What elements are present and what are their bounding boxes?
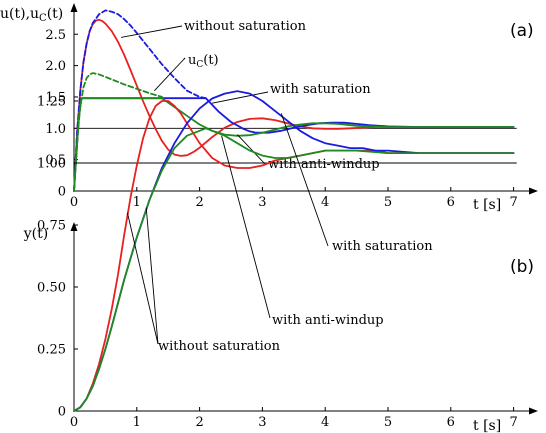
series-antiwindup_uc (73, 72, 163, 192)
series-without (73, 100, 515, 412)
series-without (73, 18, 515, 192)
series-with_u (73, 97, 515, 192)
x-tick-label: 7 (509, 415, 517, 430)
y-tick-label: 1.5 (45, 90, 66, 105)
y-tick-label: 0.5 (45, 153, 66, 168)
leader-antiwindup (236, 134, 266, 165)
panel-label: (b) (510, 257, 534, 277)
leader-uc-blue (183, 57, 186, 60)
y-tick-label: 2.5 (45, 28, 66, 43)
label-anti-windup: with anti-windup (272, 313, 384, 328)
x-tick-label: 7 (509, 195, 517, 210)
leader-without-red (126, 212, 159, 345)
label-without-saturation: without saturation (184, 19, 307, 34)
chart-panel-a: 0 1 2 3 4 5 6 7 0 0.5 1.0 1.5 2.0 2.5 u(t),uC(t) t [s] (… (0, 3, 538, 213)
y-tick-label: 0.50 (37, 281, 66, 296)
series-antiwindup (73, 127, 515, 412)
leader-with (280, 113, 329, 247)
y-tick-label: 1.00 (37, 157, 66, 172)
y-axis-title: y(t) (23, 226, 48, 242)
series-with (73, 90, 515, 412)
x-tick-label: 0 (70, 195, 78, 210)
x-tick-label: 1 (133, 415, 141, 430)
x-tick-label: 5 (384, 415, 392, 430)
y-tick-label: 1.0 (45, 122, 66, 137)
y-axis-arrow (70, 222, 78, 231)
leader-without (121, 25, 183, 38)
y-tick-label: 0.75 (37, 219, 66, 234)
x-tick-label: 4 (321, 195, 329, 210)
label-anti-windup: with anti-windup (268, 157, 380, 172)
label-with-saturation: with saturation (270, 82, 371, 97)
x-tick-label: 4 (321, 415, 329, 430)
x-axis-arrow (529, 187, 538, 195)
label-without-saturation: without saturation (158, 339, 281, 354)
x-tick-label: 2 (195, 415, 203, 430)
y-tick-label: 2.0 (45, 59, 66, 74)
x-axis-title: t [s] (473, 197, 501, 213)
leader-uc-green (154, 57, 186, 91)
series-with_uc (73, 9, 207, 192)
x-tick-label: 3 (258, 415, 266, 430)
x-tick-label: 3 (258, 195, 266, 210)
y-tick-label: 0 (58, 405, 66, 420)
x-axis-title: t [s] (473, 418, 501, 433)
y-tick-label: 0 (58, 185, 66, 200)
x-tick-label: 5 (384, 195, 392, 210)
series-antiwindup_u (73, 97, 515, 192)
leader-with (212, 91, 269, 104)
leader-antiwindup (221, 135, 271, 319)
leader-without-blue (145, 207, 159, 345)
y-tick-label: 0.25 (37, 343, 66, 358)
x-tick-label: 2 (195, 195, 203, 210)
x-tick-label: 1 (133, 195, 141, 210)
x-axis-arrow (529, 407, 538, 415)
x-tick-label: 6 (447, 195, 455, 210)
chart-panel-b: 0 1 2 3 4 5 6 700.250.500.751.001.25y(t)t [s](b… (23, 90, 538, 433)
label-with-saturation: with saturation (332, 239, 433, 254)
y-tick-label: 1.25 (37, 95, 66, 110)
label-uc: uC(t) (188, 53, 219, 70)
x-tick-label: 6 (447, 415, 455, 430)
x-tick-label: 0 (70, 415, 78, 430)
y-axis-arrow (70, 3, 78, 12)
y-axis-title: u(t),uC(t) (0, 6, 63, 24)
panel-label: (a) (510, 21, 534, 41)
